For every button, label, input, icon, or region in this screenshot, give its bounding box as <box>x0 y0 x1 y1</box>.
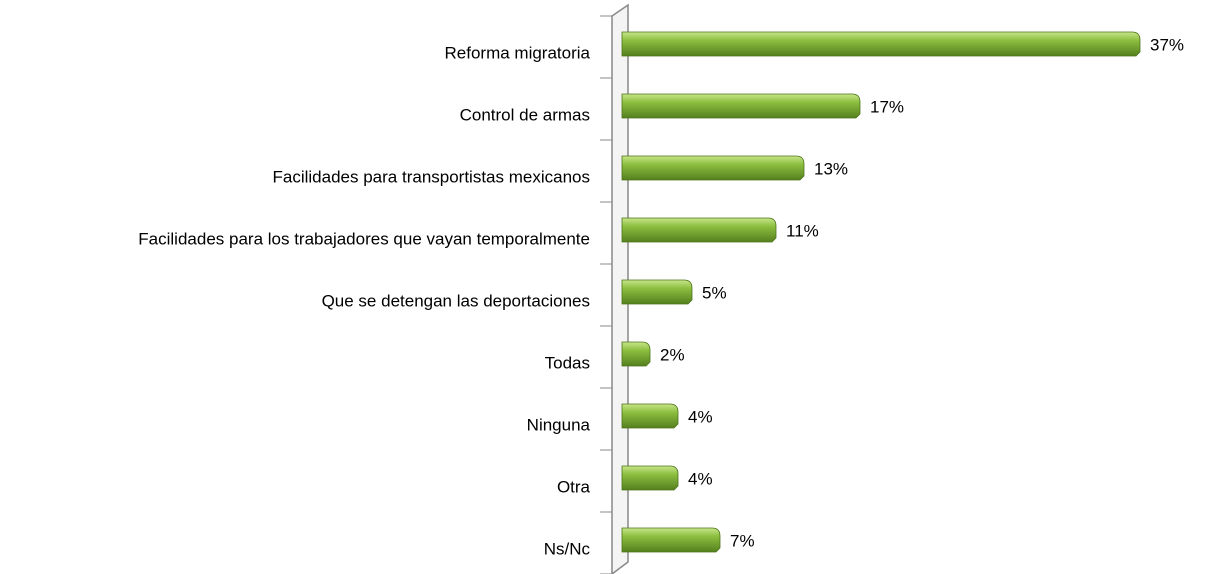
bar <box>621 31 1141 57</box>
value-label: 4% <box>688 407 713 426</box>
value-label: 11% <box>786 221 819 240</box>
value-label: 2% <box>660 345 685 364</box>
bar <box>621 403 679 429</box>
category-label: Todas <box>545 353 590 372</box>
bar <box>621 341 651 367</box>
category-label: Que se detengan las deportaciones <box>322 291 590 310</box>
value-label: 5% <box>702 283 727 302</box>
bar <box>621 93 861 119</box>
value-label: 4% <box>688 469 713 488</box>
value-label: 17% <box>870 97 904 116</box>
bar <box>621 155 805 181</box>
bar <box>621 465 679 491</box>
bar <box>621 527 721 553</box>
category-label: Control de armas <box>460 105 590 124</box>
category-label: Reforma migratoria <box>445 43 591 62</box>
category-label: Facilidades para transportistas mexicano… <box>273 167 590 186</box>
category-label: Ns/Nc <box>544 539 591 558</box>
category-label: Ninguna <box>527 415 591 434</box>
value-label: 13% <box>814 159 848 178</box>
value-label: 37% <box>1150 35 1184 54</box>
bar <box>621 279 693 305</box>
category-label: Facilidades para los trabajadores que va… <box>138 229 590 248</box>
bar <box>621 217 777 243</box>
category-label: Otra <box>557 477 591 496</box>
value-label: 7% <box>730 531 755 550</box>
